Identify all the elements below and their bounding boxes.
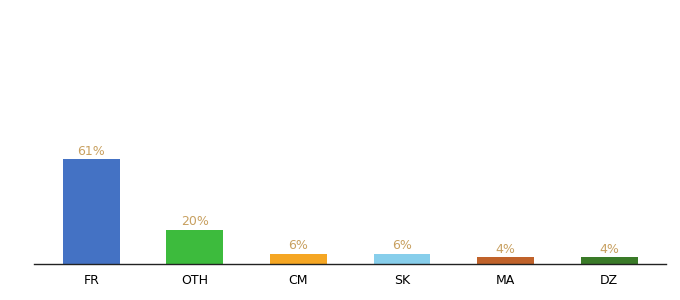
Text: 6%: 6% [288, 239, 308, 252]
Bar [167, 230, 223, 264]
Bar [270, 254, 327, 264]
Text: 61%: 61% [78, 145, 105, 158]
Bar [63, 159, 120, 264]
Bar [373, 254, 430, 264]
Bar [581, 257, 638, 264]
Text: 4%: 4% [496, 243, 515, 256]
Bar [477, 257, 534, 264]
Text: 6%: 6% [392, 239, 412, 252]
Text: 20%: 20% [181, 215, 209, 228]
Text: 4%: 4% [599, 243, 619, 256]
